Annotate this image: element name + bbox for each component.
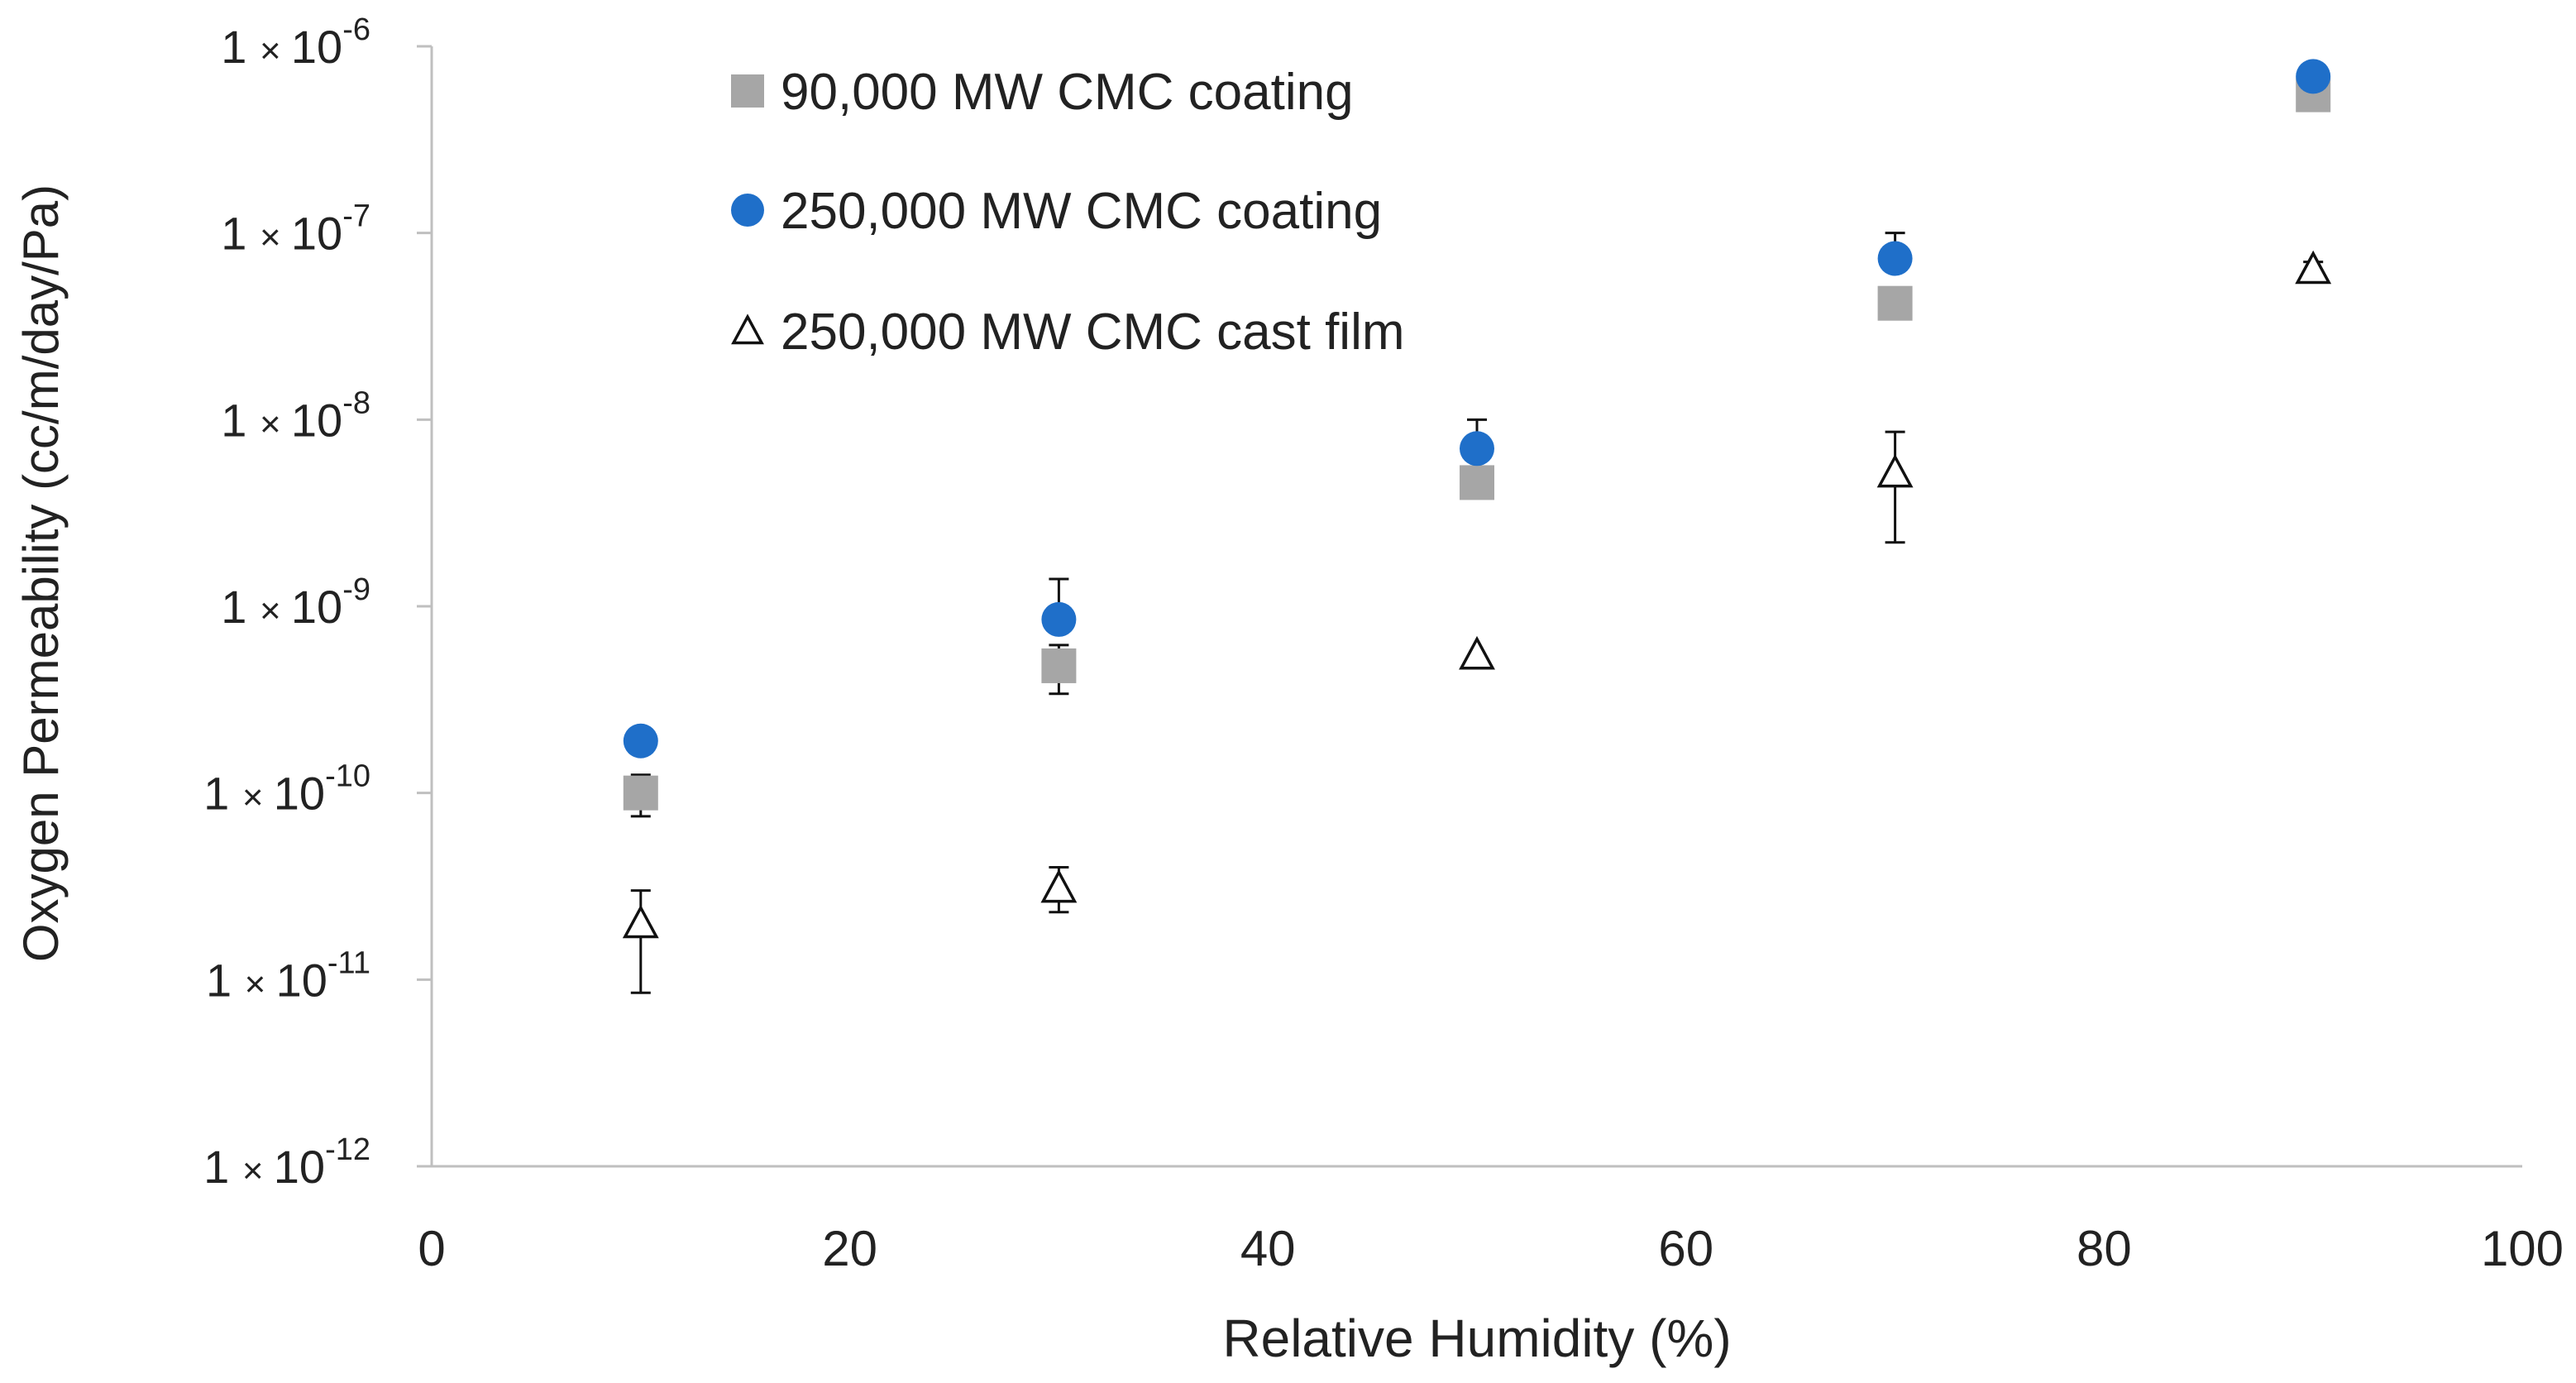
y-tick-labels: 1 × 10-61 × 10-71 × 10-81 × 10-91 × 10-1… <box>203 12 432 1193</box>
legend-label: 250,000 MW CMC coating <box>781 183 1382 240</box>
x-tick-label: 0 <box>418 1221 445 1276</box>
y-tick-mantissa: 1 <box>221 21 260 73</box>
legend-marker-circle <box>731 194 764 227</box>
legend-marker-triangle-open <box>731 313 764 345</box>
y-tick-base: 10 <box>291 21 342 73</box>
x-axis-title: Relative Humidity (%) <box>1222 1309 1731 1368</box>
x-tick-label: 20 <box>822 1221 877 1276</box>
y-tick-exponent: -6 <box>342 12 370 47</box>
y-tick-base: 10 <box>291 394 342 446</box>
legend: 90,000 MW CMC coating 250,000 MW CMC coat… <box>731 64 1405 361</box>
legend-label: 250,000 MW CMC cast film <box>781 304 1405 361</box>
point-triangle-open <box>622 904 659 939</box>
y-tick-times: × <box>242 1151 274 1191</box>
point-circle <box>1877 241 1913 276</box>
legend-marker-square <box>731 74 764 108</box>
y-tick-exponent: -11 <box>327 945 370 980</box>
x-tick-label: 40 <box>1240 1221 1296 1276</box>
y-tick-label: 1 × 10-11 <box>206 945 370 1006</box>
x-tick-label: 100 <box>2481 1221 2564 1276</box>
y-tick-label: 1 × 10-6 <box>221 12 370 73</box>
x-tick-labels: 0 20 40 60 80 100 <box>418 1221 2564 1276</box>
y-tick-base: 10 <box>276 954 327 1006</box>
point-triangle-open <box>2295 250 2332 285</box>
point-circle <box>1041 601 1077 637</box>
y-tick-base: 10 <box>291 581 342 633</box>
y-tick-base: 10 <box>274 768 325 820</box>
point-triangle-open <box>1876 453 1914 488</box>
y-tick-times: × <box>260 218 291 258</box>
y-tick-times: × <box>260 591 291 631</box>
y-tick-label: 1 × 10-12 <box>203 1132 370 1193</box>
y-tick-base: 10 <box>274 1141 325 1193</box>
legend-label: 90,000 MW CMC coating <box>781 64 1354 121</box>
point-square <box>1041 648 1077 683</box>
y-tick-exponent: -12 <box>325 1132 370 1167</box>
data-points <box>622 59 2332 939</box>
y-tick-mantissa: 1 <box>206 954 245 1006</box>
point-circle <box>2296 59 2331 94</box>
y-tick-mantissa: 1 <box>221 208 260 260</box>
y-tick-times: × <box>245 964 276 1004</box>
y-tick-label: 1 × 10-8 <box>221 385 370 446</box>
y-tick-label: 1 × 10-10 <box>203 759 370 820</box>
x-tick-label: 60 <box>1658 1221 1713 1276</box>
y-tick-label: 1 × 10-9 <box>221 572 370 633</box>
y-tick-mantissa: 1 <box>203 768 242 820</box>
y-tick-mantissa: 1 <box>221 394 260 446</box>
point-square <box>623 775 658 811</box>
y-tick-base: 10 <box>291 208 342 260</box>
y-tick-exponent: -8 <box>342 385 370 420</box>
point-triangle-open <box>1459 635 1495 670</box>
y-tick-mantissa: 1 <box>221 581 260 633</box>
y-tick-exponent: -10 <box>325 759 370 794</box>
y-tick-times: × <box>242 778 274 818</box>
point-circle <box>623 723 658 758</box>
y-tick-exponent: -9 <box>342 572 370 607</box>
y-tick-exponent: -7 <box>342 199 370 234</box>
y-tick-times: × <box>260 31 291 71</box>
point-triangle-open <box>1040 869 1078 903</box>
y-tick-label: 1 × 10-7 <box>221 199 370 260</box>
point-square <box>1460 465 1494 500</box>
y-axis-title: Oxygen Permeability (cc/m/day/Pa) <box>13 184 69 962</box>
y-tick-mantissa: 1 <box>203 1141 242 1193</box>
y-tick-times: × <box>260 404 291 444</box>
x-tick-label: 80 <box>2077 1221 2132 1276</box>
point-square <box>1877 285 1913 321</box>
point-circle <box>1460 431 1494 467</box>
